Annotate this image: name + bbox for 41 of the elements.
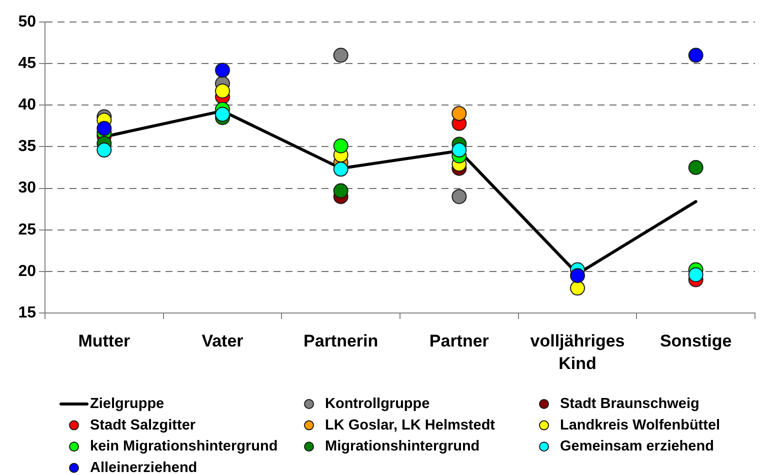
point: [96, 142, 112, 158]
point: [215, 62, 230, 78]
point: [333, 48, 348, 63]
y-tick-label: 30: [18, 180, 36, 197]
point: [570, 280, 585, 296]
legend-label: LK Goslar, LK Helmstedt: [325, 417, 496, 434]
y-tick-label: 40: [18, 96, 36, 114]
legend-label: Stadt Salzgitter: [90, 417, 196, 434]
point: [570, 268, 585, 284]
legend-label: Landkreis Wolfenbüttel: [560, 417, 720, 434]
x-tick-label: Mutter: [78, 332, 131, 351]
x-tick-label: Vater: [202, 332, 244, 351]
point: [333, 183, 348, 198]
y-tick-label: 35: [18, 138, 36, 156]
y-tick-label: 45: [18, 54, 36, 72]
point: [333, 162, 348, 177]
point: [96, 120, 112, 136]
point: [688, 48, 704, 63]
point: [688, 267, 704, 282]
point: [452, 106, 467, 121]
point: [452, 189, 467, 204]
x-tick-label: volljähriges Kind: [530, 332, 625, 373]
point: [215, 84, 230, 99]
point: [452, 142, 467, 158]
point: [688, 160, 704, 175]
x-tick-label: Partner: [429, 332, 490, 351]
legend-label: kein Migrationshintergrund: [90, 438, 278, 455]
legend-label: Migrationshintergrund: [325, 438, 480, 455]
y-tick-label: 20: [18, 262, 36, 280]
x-tick-label: Sonstige: [660, 332, 732, 351]
legend-label: Gemeinsam erziehend: [560, 438, 714, 455]
legend-label: Kontrollgruppe: [325, 396, 430, 412]
point: [215, 106, 230, 122]
y-tick-label: 50: [18, 13, 36, 30]
legend-label: Alleinerziehend: [90, 460, 198, 475]
legend-label: Zielgruppe: [90, 396, 164, 412]
point: [333, 138, 348, 154]
y-tick-label: 15: [18, 304, 36, 322]
y-tick-label: 25: [18, 221, 36, 238]
x-tick-label: Partnerin: [304, 332, 378, 351]
legend-label: Stadt Braunschweig: [560, 396, 700, 412]
